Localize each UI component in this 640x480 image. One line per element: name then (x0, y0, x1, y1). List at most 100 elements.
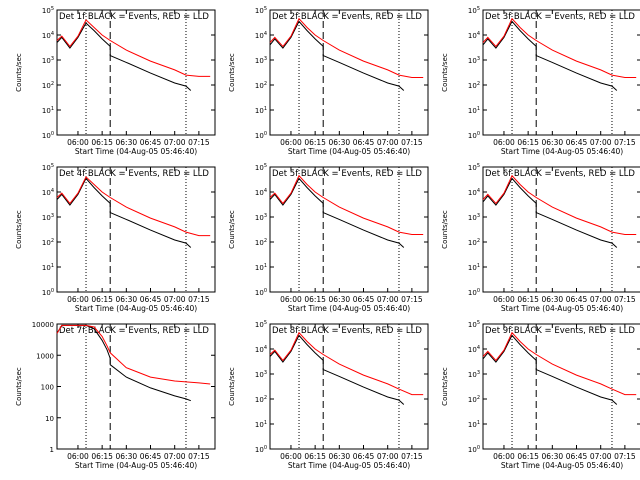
black-events-line (269, 334, 405, 405)
black-events-line (56, 324, 191, 402)
x-tick-label: 07:00 (377, 138, 399, 147)
x-tick-label: 06:45 (353, 295, 375, 304)
y-tick-label: 105 (255, 6, 267, 15)
x-tick-label: 06:30 (116, 452, 138, 461)
chart-panel: Det 3f BLACK = Events, RED = LLD 100 101 10… (441, 6, 640, 156)
y-tick-label: 101 (255, 420, 267, 429)
x-tick-label: 06:15 (304, 295, 326, 304)
x-tick-label: 07:15 (188, 138, 210, 147)
y-tick-label: 1000 (36, 352, 54, 360)
y-axis-label: Counts/sec (15, 367, 23, 406)
y-tick-label: 103 (468, 213, 480, 222)
black-events-line (482, 177, 618, 248)
chart-title: Det 8f BLACK = Events, RED = LLD (272, 326, 422, 336)
y-tick-label: 10 (45, 415, 54, 423)
y-tick-label: 102 (255, 395, 267, 404)
x-tick-label: 06:45 (353, 138, 375, 147)
x-tick-label: 06:00 (280, 295, 302, 304)
y-axis-label: Counts/sec (441, 367, 449, 406)
red-lld-line (482, 174, 637, 235)
x-tick-label: 06:30 (329, 452, 351, 461)
y-tick-label: 105 (468, 163, 480, 172)
y-tick-label: 101 (255, 263, 267, 272)
x-tick-label: 06:15 (517, 138, 539, 147)
x-tick-label: 06:00 (493, 295, 515, 304)
y-tick-label: 103 (255, 213, 267, 222)
red-lld-line (269, 331, 424, 396)
x-axis-label: Start Time (04-Aug-05 05:46:40) (75, 461, 197, 470)
y-tick-label: 101 (42, 106, 54, 115)
x-axis-label: Start Time (04-Aug-05 05:46:40) (75, 304, 197, 313)
y-tick-label: 101 (468, 420, 480, 429)
y-tick-label: 1 (50, 446, 54, 454)
chart-panel: Det 2f BLACK = Events, RED = LLD 100 101 10… (228, 6, 429, 156)
chart-panel: Det 9f BLACK = Events, RED = LLD 100 101 10… (441, 320, 640, 470)
y-tick-label: 105 (42, 163, 54, 172)
red-lld-line (56, 176, 211, 237)
y-tick-label: 100 (255, 131, 267, 140)
plot-frame (482, 323, 640, 450)
y-tick-label: 104 (255, 31, 267, 40)
y-tick-label: 103 (255, 56, 267, 65)
red-lld-line (482, 331, 637, 396)
x-tick-label: 06:30 (542, 295, 564, 304)
chart-title: Det 1f BLACK = Events, RED = LLD (59, 12, 209, 22)
x-tick-label: 07:15 (614, 295, 636, 304)
y-tick-label: 104 (42, 31, 54, 40)
x-tick-label: 06:00 (67, 295, 89, 304)
y-tick-label: 102 (42, 238, 54, 247)
red-lld-line (56, 19, 211, 77)
y-tick-label: 104 (468, 188, 480, 197)
x-tick-label: 07:15 (188, 452, 210, 461)
plot-frame (56, 166, 216, 293)
x-tick-label: 06:15 (91, 452, 113, 461)
black-events-line (269, 177, 405, 248)
y-tick-label: 100 (468, 288, 480, 297)
y-tick-label: 100 (42, 288, 54, 297)
y-axis-label: Counts/sec (441, 53, 449, 92)
y-axis-label: Counts/sec (441, 210, 449, 249)
plot-frame (269, 166, 429, 293)
black-events-line (482, 334, 618, 405)
chart-panel: Det 5f BLACK = Events, RED = LLD 100 101 10… (228, 163, 429, 313)
x-tick-label: 06:30 (116, 138, 138, 147)
x-tick-label: 06:15 (517, 452, 539, 461)
y-tick-label: 101 (468, 106, 480, 115)
y-tick-label: 100 (41, 384, 54, 392)
y-axis-label: Counts/sec (15, 53, 23, 92)
x-tick-label: 06:30 (329, 295, 351, 304)
x-tick-label: 06:00 (493, 138, 515, 147)
y-tick-label: 103 (42, 213, 54, 222)
chart-title: Det 2f BLACK = Events, RED = LLD (272, 12, 422, 22)
x-tick-label: 06:45 (140, 295, 162, 304)
plot-frame (56, 323, 216, 450)
y-tick-label: 105 (255, 320, 267, 329)
y-tick-label: 103 (468, 370, 480, 379)
x-tick-label: 07:00 (164, 295, 186, 304)
x-tick-label: 07:15 (614, 452, 636, 461)
y-tick-label: 102 (468, 238, 480, 247)
x-axis-label: Start Time (04-Aug-05 05:46:40) (288, 461, 410, 470)
chart-title: Det 9f BLACK = Events, RED = LLD (485, 326, 635, 336)
y-tick-label: 105 (42, 6, 54, 15)
y-tick-label: 101 (468, 263, 480, 272)
y-tick-label: 103 (468, 56, 480, 65)
black-events-line (56, 177, 192, 248)
x-tick-label: 06:15 (304, 452, 326, 461)
chart-title: Det 6f BLACK = Events, RED = LLD (485, 169, 635, 179)
x-tick-label: 06:00 (67, 138, 89, 147)
x-tick-label: 06:45 (353, 452, 375, 461)
x-axis-label: Start Time (04-Aug-05 05:46:40) (501, 461, 623, 470)
x-axis-label: Start Time (04-Aug-05 05:46:40) (501, 304, 623, 313)
x-tick-label: 06:00 (67, 452, 89, 461)
x-tick-label: 06:30 (542, 138, 564, 147)
x-tick-label: 06:15 (517, 295, 539, 304)
y-tick-label: 100 (468, 131, 480, 140)
x-tick-label: 07:15 (401, 138, 423, 147)
plot-frame (56, 9, 216, 136)
y-tick-label: 100 (42, 131, 54, 140)
x-tick-label: 06:00 (493, 452, 515, 461)
red-lld-line (482, 17, 637, 78)
x-tick-label: 06:15 (304, 138, 326, 147)
